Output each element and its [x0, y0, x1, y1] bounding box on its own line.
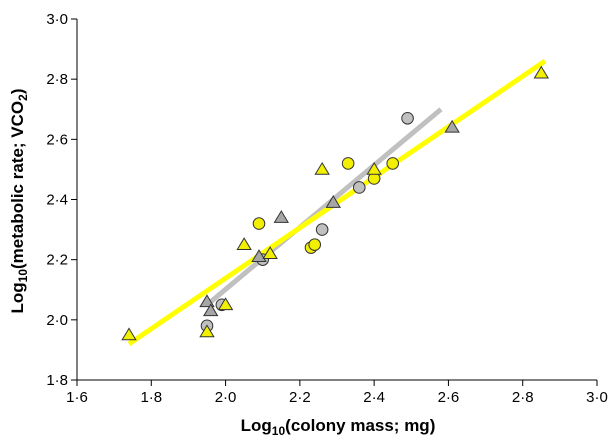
- x-axis-title: Log10(colony mass; mg): [241, 416, 436, 438]
- y-tick-label: 2·4: [46, 192, 68, 209]
- data-point-circle: [401, 111, 414, 125]
- y-tick-label: 3·0: [46, 11, 68, 28]
- data-point-circle: [308, 238, 322, 251]
- data-point-triangle: [251, 249, 267, 263]
- y-tick-label: 2·2: [46, 252, 68, 269]
- x-tick-label: 2·0: [215, 389, 237, 406]
- data-point-circle: [352, 181, 366, 194]
- x-tick-label: 2·8: [512, 389, 534, 406]
- data-point-circle: [341, 157, 355, 170]
- y-tick-label: 2·6: [46, 131, 68, 148]
- data-point-triangle: [366, 161, 382, 175]
- x-tick-label: 2·4: [363, 389, 385, 406]
- data-point-triangle: [217, 297, 234, 311]
- data-point-triangle: [199, 294, 215, 308]
- data-points: [121, 65, 549, 341]
- y-axis-title: Log10(metabolic rate; VCO2): [8, 88, 30, 313]
- data-point-triangle: [199, 324, 215, 338]
- x-tick-label: 3·0: [586, 389, 608, 406]
- data-point-triangle: [444, 119, 460, 133]
- y-tick-label: 2·0: [46, 312, 68, 329]
- x-tick-label: 2·6: [438, 389, 460, 406]
- data-point-triangle: [203, 303, 219, 317]
- x-tick-label: 1·8: [140, 389, 162, 406]
- data-point-circle: [315, 223, 329, 236]
- data-point-triangle: [273, 210, 289, 223]
- x-tick-label: 1·6: [66, 389, 88, 406]
- data-point-triangle: [314, 161, 330, 175]
- axes: 1·6 1·8 2·0 2·2 2·4 2·6 2·8 3·01·82·02·22·42·62…: [46, 11, 608, 406]
- y-tick-label: 1·8: [46, 372, 68, 389]
- data-point-circle: [386, 157, 400, 170]
- fit-line-1: [209, 107, 443, 304]
- y-tick-label: 2·8: [46, 71, 68, 88]
- data-point-triangle: [121, 327, 137, 341]
- data-point-triangle: [236, 237, 252, 250]
- data-point-triangle: [262, 246, 278, 260]
- x-tick-label: 2·2: [289, 389, 311, 406]
- data-point-circle: [252, 217, 266, 230]
- data-point-triangle: [325, 195, 341, 208]
- data-point-triangle: [533, 65, 549, 79]
